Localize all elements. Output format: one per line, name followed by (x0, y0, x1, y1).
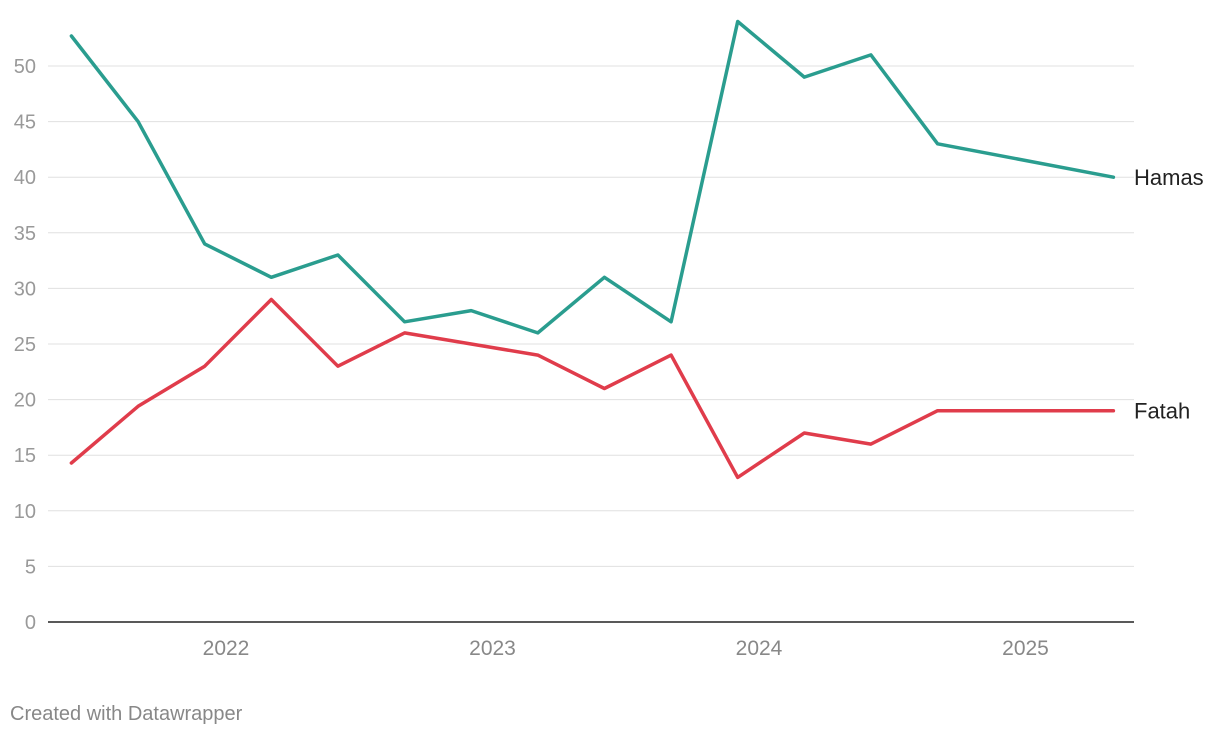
series-labels: Hamas Fatah (1134, 165, 1204, 424)
x-axis: 2022 2023 2024 2025 (203, 637, 1049, 660)
y-tick-label: 10 (14, 501, 36, 523)
x-tick-label: 2023 (469, 637, 516, 660)
series-lines (69, 19, 1116, 480)
series-label-hamas: Hamas (1134, 165, 1204, 190)
y-tick-label: 5 (25, 556, 36, 578)
series-line-hamas (69, 19, 1116, 335)
footer-credit: Created with Datawrapper (10, 703, 243, 725)
gridlines (48, 65, 1134, 567)
series-line-fatah (69, 297, 1116, 480)
y-tick-label: 15 (14, 445, 36, 467)
y-tick-label: 0 (25, 612, 36, 634)
y-tick-label: 35 (14, 223, 36, 245)
y-tick-label: 40 (14, 167, 36, 189)
x-tick-label: 2024 (736, 637, 783, 660)
y-axis: 0 5 10 15 20 25 30 35 40 45 50 (14, 56, 36, 634)
y-tick-label: 45 (14, 112, 36, 134)
y-tick-label: 20 (14, 390, 36, 412)
x-tick-label: 2022 (203, 637, 250, 660)
x-tick-label: 2025 (1002, 637, 1049, 660)
y-tick-label: 50 (14, 56, 36, 78)
y-tick-label: 25 (14, 334, 36, 356)
series-label-fatah: Fatah (1134, 399, 1190, 424)
y-tick-label: 30 (14, 278, 36, 300)
